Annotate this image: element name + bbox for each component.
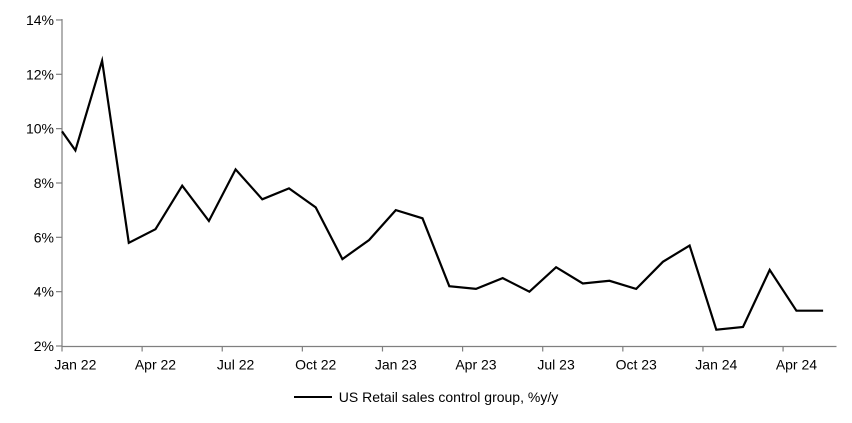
y-tick-label: 10% — [26, 121, 54, 137]
y-tick-label: 12% — [26, 66, 54, 82]
y-tick-label: 8% — [34, 175, 54, 191]
x-tick-label: Jan 22 — [54, 357, 96, 373]
x-tick-label: Oct 22 — [295, 357, 336, 373]
y-tick-label: 2% — [34, 338, 54, 354]
x-tick-label: Jan 24 — [695, 357, 737, 373]
y-tick-label: 4% — [34, 284, 54, 300]
x-tick-label: Apr 23 — [455, 357, 496, 373]
x-tick-label: Jul 22 — [217, 357, 255, 373]
x-tick-label: Jul 23 — [537, 357, 575, 373]
legend: US Retail sales control group, %y/y — [0, 388, 852, 406]
x-tick-label: Apr 24 — [776, 357, 817, 373]
y-tick-label: 6% — [34, 229, 54, 245]
legend-line-swatch — [293, 396, 332, 398]
y-tick-label: 14% — [26, 12, 54, 28]
series-line — [61, 55, 824, 331]
x-tick-label: Jan 23 — [375, 357, 417, 373]
x-tick-label: Oct 23 — [616, 357, 657, 373]
legend-label: US Retail sales control group, %y/y — [338, 389, 559, 405]
x-tick-label: Apr 22 — [135, 357, 176, 373]
